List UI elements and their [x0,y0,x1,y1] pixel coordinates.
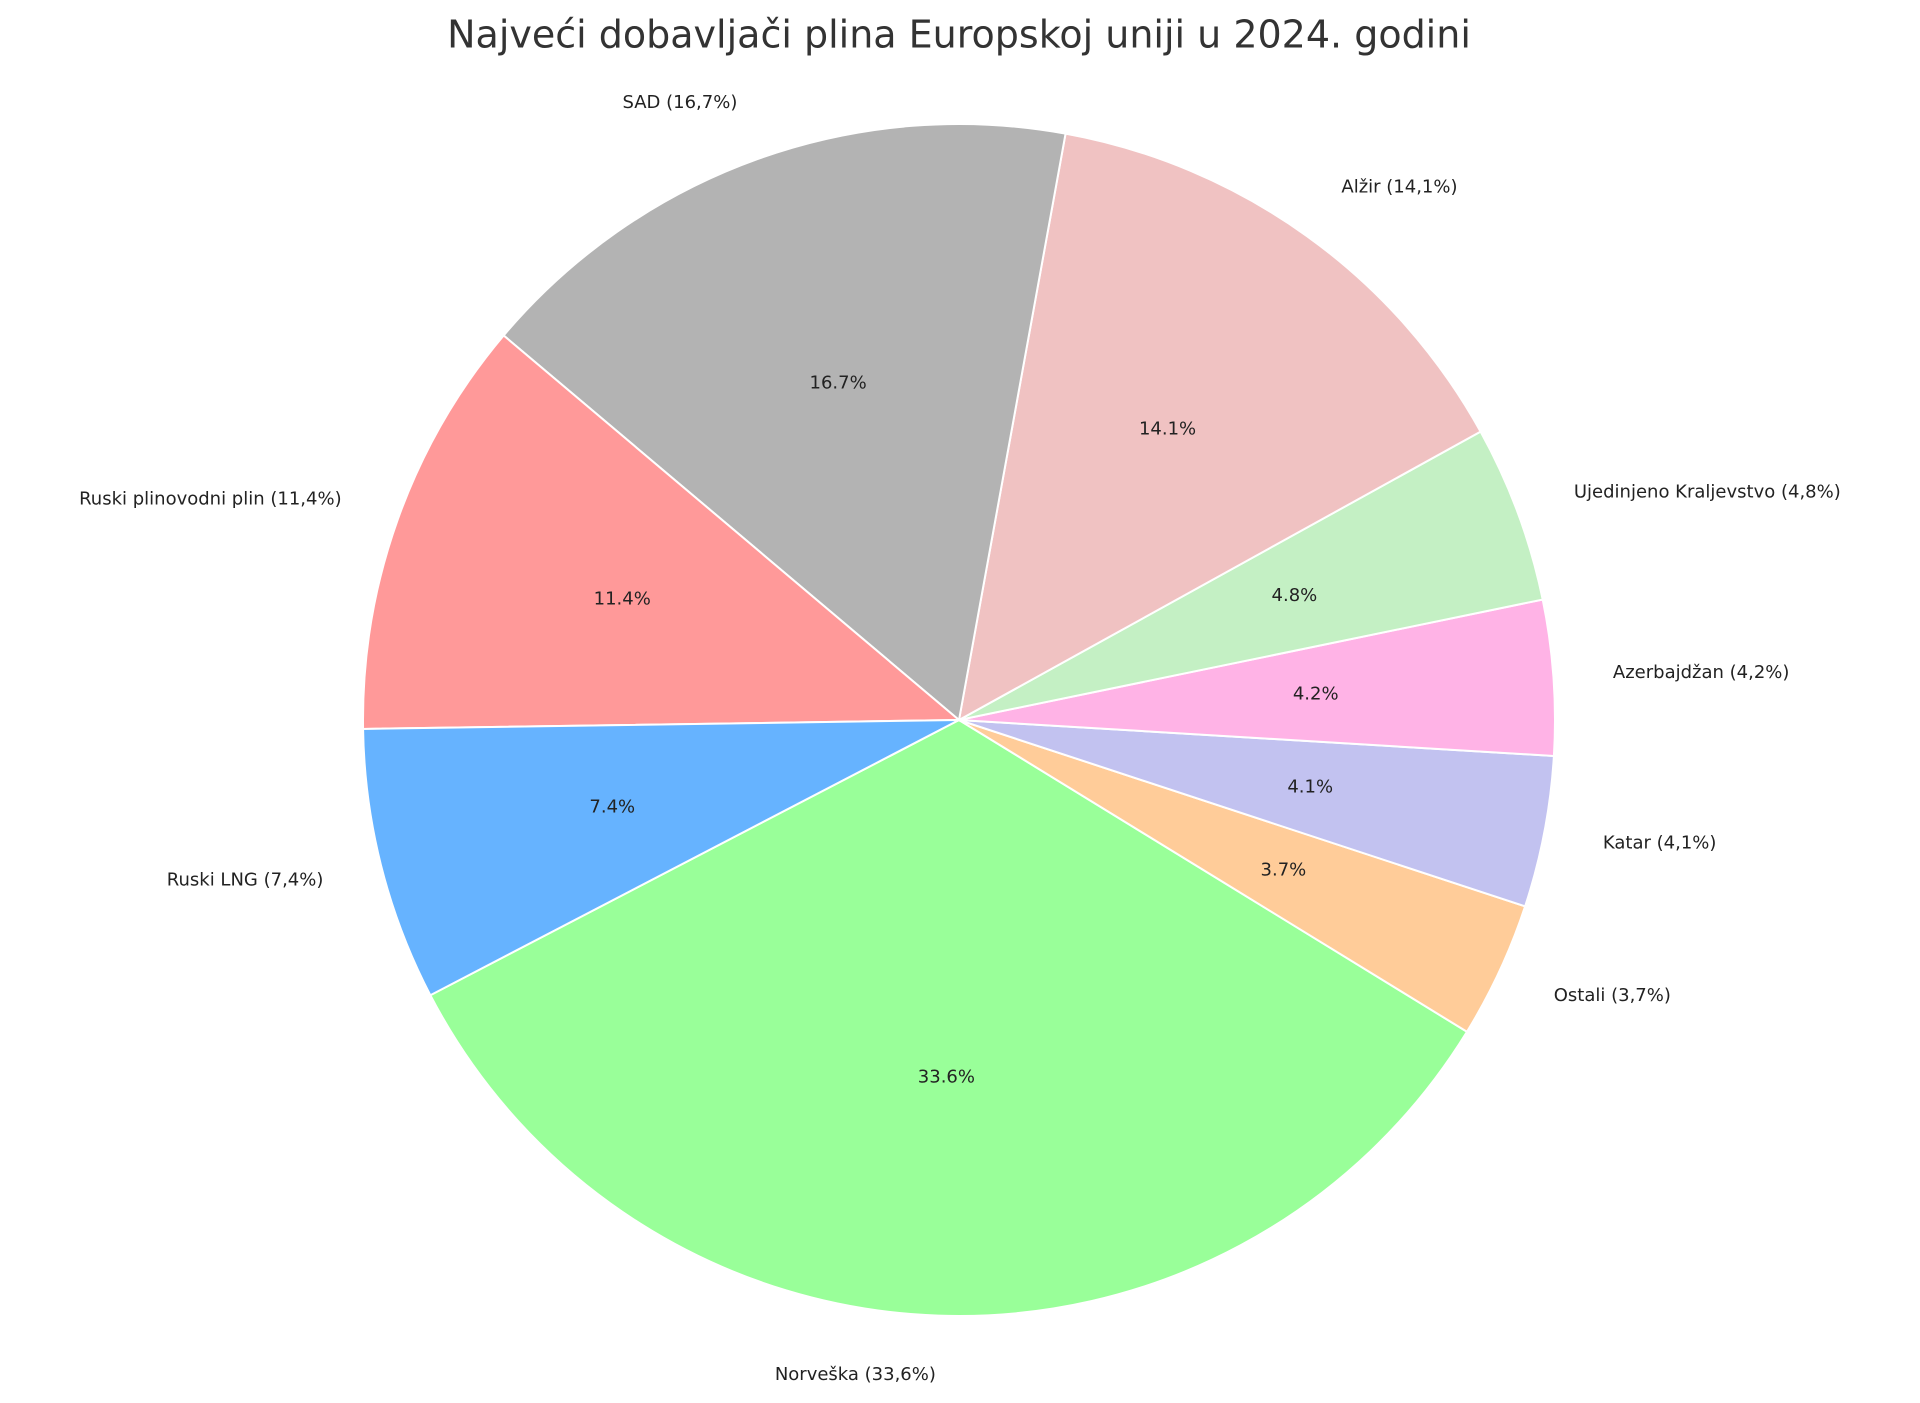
value-label: 14.1% [1139,419,1196,440]
pie-slice [362,334,962,730]
pie-slice [362,719,960,997]
slice-label: Katar (4,1%) [1603,832,1717,853]
pie-slice [428,718,1469,1318]
slice-label: Norveška (33,6%) [775,1364,936,1385]
slice-label: Ujedinjeno Kraljevstvo (4,8%) [1574,482,1841,503]
value-label: 11.4% [594,589,651,610]
slice-label: Alžir (14,1%) [1341,176,1457,197]
slice-label: Ruski LNG (7,4%) [167,870,324,891]
slice-label: SAD (16,7%) [622,92,737,113]
slice-label: Ruski plinovodni plin (11,4%) [79,488,342,509]
value-label: 33.6% [918,1066,975,1087]
pie-slice [958,430,1544,721]
value-label: 4.8% [1272,585,1318,606]
pie-slice [957,132,1482,722]
value-label: 4.1% [1287,776,1333,797]
value-label: 7.4% [589,797,635,818]
chart-title: Najveći dobavljači plina Europskoj uniji… [447,13,1471,57]
slice-label: Ostali (3,7%) [1554,985,1671,1006]
value-label: 4.2% [1293,683,1339,704]
pie-slice [502,123,1067,722]
slice-label: Azerbajdžan (4,2%) [1613,662,1790,683]
value-label: 3.7% [1261,859,1307,880]
value-label: 16.7% [810,372,867,393]
